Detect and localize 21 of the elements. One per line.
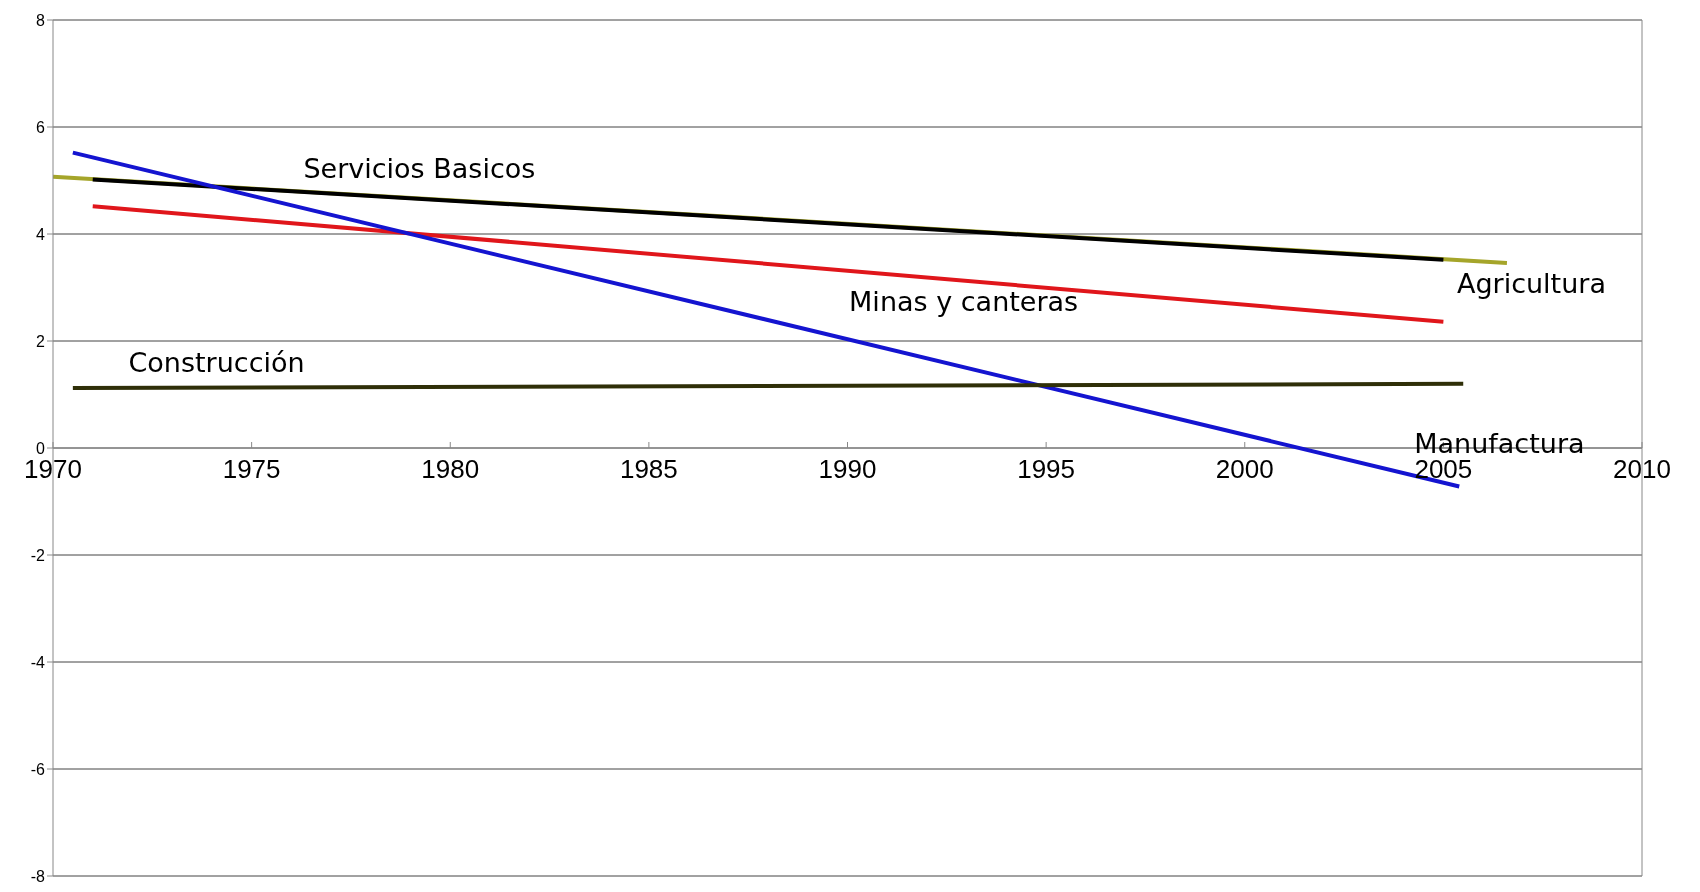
series-label: Agricultura: [1456, 267, 1606, 299]
x-tick-label: 1995: [1017, 454, 1076, 484]
series-label: Construcción: [128, 346, 305, 378]
y-tick-label: 6: [36, 118, 46, 136]
y-tick-label: -4: [30, 653, 46, 671]
series-label: Minas y canteras: [849, 285, 1079, 317]
y-tick-label: -6: [30, 760, 46, 778]
x-tick-label: 1990: [818, 454, 877, 484]
x-tick-label: 1985: [619, 454, 678, 484]
y-tick-label: 0: [36, 439, 46, 457]
y-tick-label: -2: [30, 546, 46, 564]
y-tick-label: -8: [30, 867, 46, 885]
y-tick-label: 2: [36, 332, 46, 350]
x-tick-label: 1975: [222, 454, 281, 484]
x-tick-label: 1980: [421, 454, 480, 484]
x-tick-label: 1970: [24, 454, 82, 484]
y-tick-label: 4: [36, 225, 46, 243]
x-tick-label: 2010: [1613, 454, 1671, 484]
series-label: Servicios Basicos: [303, 152, 536, 184]
x-tick-label: 2000: [1215, 454, 1274, 484]
y-tick-label: 8: [36, 11, 46, 29]
